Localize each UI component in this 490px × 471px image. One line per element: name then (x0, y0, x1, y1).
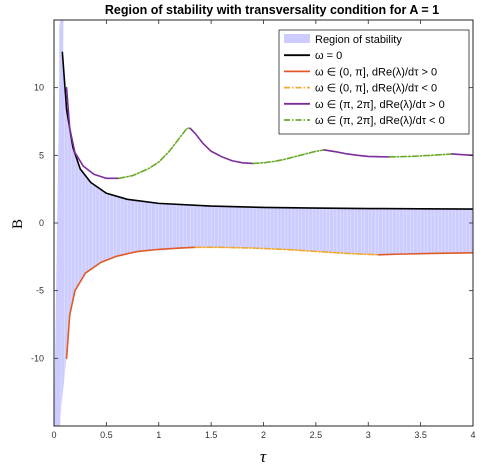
x-tick-label: 2.5 (310, 430, 323, 440)
x-tick-label: 2 (261, 430, 266, 440)
series-line-high_pos1 (65, 86, 120, 180)
stability-region-fill (59, 20, 473, 426)
series-line-low_neg (194, 246, 380, 256)
x-axis: 0 0.5 1 1.5 2 2.5 3 3.5 4 (51, 20, 476, 440)
series-line-high_pos2 (189, 127, 254, 165)
series-line-high_neg2 (252, 149, 326, 165)
legend-box (278, 29, 470, 135)
series-line-high_neg1 (118, 127, 191, 180)
stability-region (54, 20, 473, 426)
series-line-low_pos (65, 246, 197, 360)
series-layer (61, 51, 473, 360)
x-tick-label: 3.5 (414, 430, 427, 440)
legend: Region of stability ω = 0 ω ∈ (0, π], dRe(… (278, 29, 470, 135)
legend-label: ω ∈ (π, 2π], dRe(λ)/dτ > 0 (315, 99, 445, 111)
x-tick-label: 3 (366, 430, 371, 440)
y-axis: -10 -5 0 5 10 (31, 83, 473, 363)
series-line-low_pos2 (377, 251, 473, 256)
legend-label: ω ∈ (π, 2π], dRe(λ)/dτ < 0 (315, 115, 445, 127)
y-tick-label: -10 (31, 353, 44, 363)
y-tick-label: 5 (39, 150, 44, 160)
x-tick-label: 0.5 (100, 430, 113, 440)
legend-label: ω = 0 (315, 50, 342, 62)
legend-label: ω ∈ (0, π], dRe(λ)/dτ > 0 (315, 66, 437, 78)
x-tick-label: 1.5 (205, 430, 218, 440)
legend-label: Region of stability (315, 34, 402, 46)
stability-region-spike (54, 20, 64, 426)
y-tick-label: 10 (34, 83, 44, 93)
x-tick-label: 1 (156, 430, 161, 440)
y-tick-label: -5 (36, 286, 44, 296)
legend-swatch (284, 34, 310, 43)
series-line-high_pos3 (323, 149, 390, 158)
series-line-high_neg3 (388, 153, 453, 158)
x-tick-label: 0 (51, 430, 56, 440)
chart-title: Region of stability with transversality … (105, 3, 439, 17)
legend-label: ω ∈ (0, π], dRe(λ)/dτ < 0 (315, 83, 437, 95)
x-tick-label: 4 (470, 430, 475, 440)
y-axis-label: B (10, 219, 26, 229)
x-axis-label: τ (260, 447, 267, 466)
y-tick-label: 0 (39, 218, 44, 228)
